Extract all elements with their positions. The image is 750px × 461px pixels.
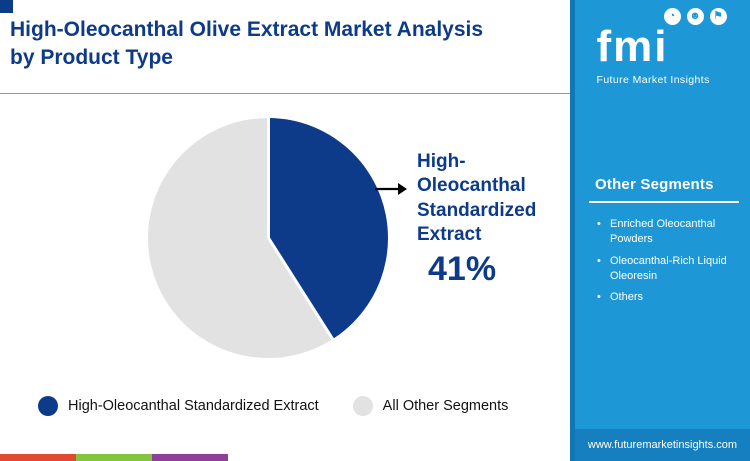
legend-label: High-Oleocanthal Standardized Extract [68,398,319,414]
list-item: Enriched Oleocanthal Powders [597,217,739,247]
heading-underline [589,201,739,203]
pie-chart-icon: ◔ [663,8,681,25]
page-title: High-Oleocanthal Olive Extract Market An… [10,18,484,69]
other-segments-list: Enriched Oleocanthal Powders Oleocanthal… [589,217,739,305]
title-divider [0,93,570,94]
strip-segment-orange [0,454,76,461]
callout-value: 41% [428,250,497,288]
legend-item: All Other Segments [352,396,509,416]
other-segments-section: Other Segments Enriched Oleocanthal Powd… [575,176,750,312]
other-segments-heading: Other Segments [595,176,714,193]
legend-label: All Other Segments [382,398,509,414]
brand-name: Future Market Insights [596,73,710,86]
legend-swatch-primary [38,396,58,416]
location-pin-icon: ⚑ [709,8,727,25]
logo-text: fmi [596,22,669,71]
legend: High-Oleocanthal Standardized Extract Al… [38,396,508,416]
list-item: Oleocanthal-Rich Liquid Oleoresin [597,254,739,284]
fmi-logo: ◔ ☻ ⚑ fmi Future Market Insights [597,8,729,86]
bottom-color-strip [0,454,228,461]
pie-slice-gap-start [266,118,270,238]
callout-label: High-Oleocanthal Standardized Extract [417,151,537,245]
list-item: Others [597,290,739,305]
legend-item: High-Oleocanthal Standardized Extract [38,396,319,416]
legend-swatch-other [352,396,373,416]
corner-accent [0,0,13,13]
strip-segment-purple [152,454,228,461]
person-icon: ☻ [686,8,704,25]
sidebar-footer: www.futuremarketinsights.com [575,429,750,461]
website-link[interactable]: www.futuremarketinsights.com [587,439,738,451]
logo-icon-row: ◔ ☻ ⚑ [597,8,729,25]
callout-arrow-icon [375,183,407,195]
sidebar: ◔ ☻ ⚑ fmi Future Market Insights Other S… [570,0,750,461]
strip-segment-green [76,454,152,461]
